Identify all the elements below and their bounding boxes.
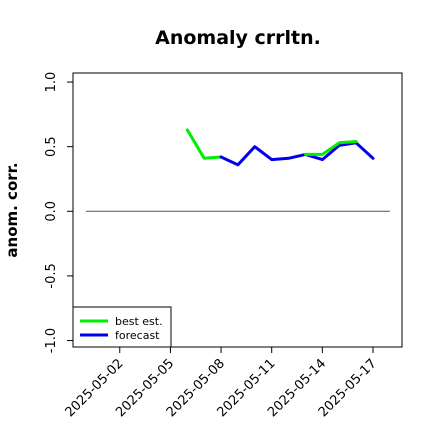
y-tick-label: 0.5	[44, 136, 59, 157]
series-line-best-est	[185, 128, 223, 160]
y-axis: -1.0 -0.5 0.0 0.5 1.0	[44, 72, 73, 353]
plot-frame	[72, 72, 403, 348]
plot-layer	[86, 128, 390, 212]
x-axis: 2025-05-022025-05-052025-05-082025-05-11…	[63, 347, 380, 420]
y-tick-label: 1.0	[44, 72, 59, 93]
legend-label-forecast: forecast	[115, 329, 160, 342]
y-tick-label: 0.0	[44, 201, 59, 222]
series-line-forecast	[219, 141, 375, 167]
chart-title: Anomaly crrltn.	[155, 27, 321, 49]
series-line-best-est-segment	[304, 140, 358, 156]
y-tick-label: -0.5	[44, 263, 59, 288]
legend-label-best-est: best est.	[115, 315, 163, 328]
legend: best est. forecast	[72, 306, 172, 348]
legend-box	[72, 306, 172, 348]
y-axis-label: anom. corr.	[3, 162, 21, 257]
y-tick-label: -1.0	[44, 328, 59, 353]
